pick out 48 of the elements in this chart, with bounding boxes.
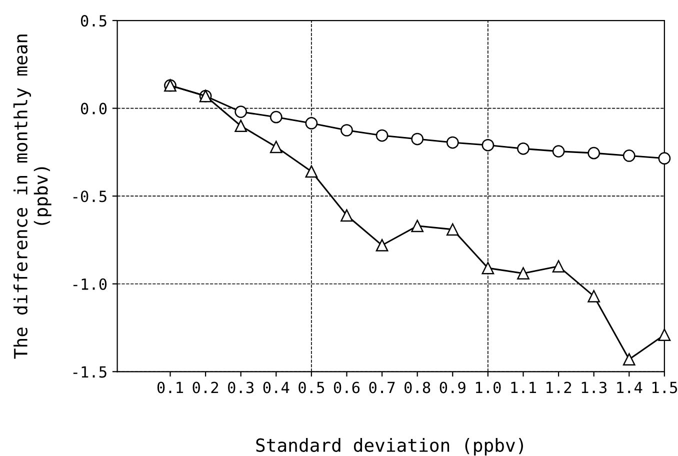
- x-tick-label: 0.9: [440, 382, 466, 394]
- point: [622, 353, 636, 366]
- point: [446, 223, 459, 236]
- point: [305, 165, 318, 178]
- point: [552, 260, 565, 272]
- x-tick-label: 1.3: [582, 382, 606, 394]
- x-tick-label: 0.1: [157, 382, 184, 394]
- point: [482, 138, 494, 152]
- point: [588, 146, 600, 160]
- point: [517, 267, 530, 280]
- y-tick-label: -0.5: [73, 190, 106, 202]
- y-tick-label: 0.5: [80, 15, 106, 27]
- x-tick-label: 1.2: [546, 382, 572, 394]
- x-tick-label: 1.0: [476, 382, 501, 394]
- point: [411, 220, 424, 232]
- point: [376, 239, 388, 252]
- point: [517, 142, 530, 155]
- y-tick-label: -1.5: [73, 366, 106, 378]
- x-tick-label: 0.4: [263, 382, 290, 394]
- point: [234, 106, 248, 118]
- point: [658, 152, 671, 165]
- point: [305, 117, 318, 130]
- x-tick-label: 0.8: [404, 382, 430, 394]
- x-axis-title: Standard deviation (ppbv): [256, 438, 523, 456]
- point: [482, 262, 494, 274]
- x-tick-label: 1.1: [511, 382, 536, 394]
- point: [376, 129, 388, 142]
- point: [270, 110, 282, 124]
- point: [270, 140, 282, 154]
- y-axis-title: The difference in monthly mean (ppbv): [13, 34, 52, 359]
- point: [588, 290, 600, 302]
- y-tick-label: -1.0: [73, 278, 107, 290]
- x-tick-label: 0.7: [369, 382, 395, 394]
- x-tick-label: 1.4: [617, 382, 642, 394]
- x-tick-label: 0.2: [192, 382, 218, 394]
- point: [411, 132, 424, 146]
- point: [340, 124, 353, 136]
- point: [552, 145, 565, 158]
- x-tick-label: 0.3: [228, 382, 254, 394]
- x-tick-label: 1.5: [652, 382, 678, 394]
- point: [622, 150, 636, 162]
- x-tick-label: 0.6: [334, 382, 360, 394]
- x-tick-label: 0.5: [298, 382, 324, 394]
- y-tick-label: 0.0: [80, 102, 107, 114]
- point: [446, 136, 459, 149]
- point: [658, 328, 671, 341]
- point: [340, 209, 353, 222]
- point: [234, 120, 248, 132]
